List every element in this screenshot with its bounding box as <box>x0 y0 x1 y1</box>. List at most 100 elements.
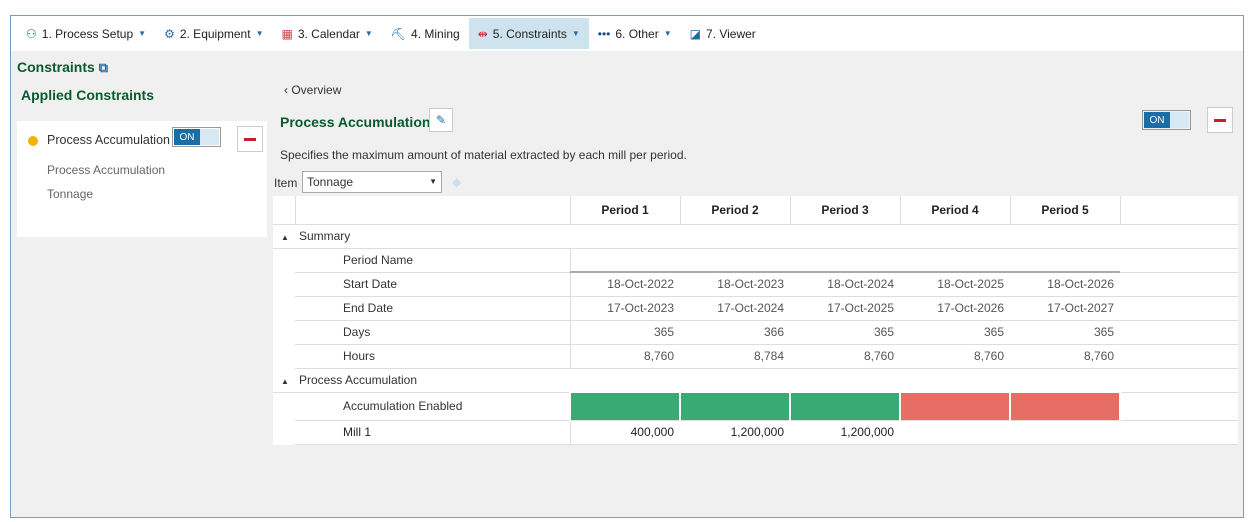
toolbar-item-label: 1. Process Setup <box>41 26 134 41</box>
cell: 8,784 <box>680 344 790 369</box>
cell: 17-Oct-2027 <box>1010 296 1120 321</box>
cell: 8,760 <box>1010 344 1120 369</box>
period-header: Period 3 <box>790 196 901 225</box>
enabled-cell[interactable] <box>789 391 901 421</box>
mill-value-cell[interactable]: 1,200,000 <box>680 420 790 445</box>
cell: 365 <box>570 320 680 345</box>
toggle-on-label: ON <box>1144 112 1170 128</box>
mill-value-cell[interactable]: 400,000 <box>570 420 680 445</box>
main-toggle[interactable]: ON <box>1142 110 1191 130</box>
row-label: Start Date <box>295 272 571 297</box>
toolbar-item-label: 2. Equipment <box>179 26 251 41</box>
table-row: Hours 8,760 8,784 8,760 8,760 8,760 <box>273 344 1238 369</box>
row-label: Days <box>295 320 571 345</box>
remove-constraint-button[interactable] <box>237 126 263 152</box>
period-header: Period 1 <box>570 196 681 225</box>
toolbar-item-calendar[interactable]: ▦ 3. Calendar ▼ <box>272 18 381 49</box>
viewer-icon: ◪ <box>689 26 701 41</box>
toolbar-item-viewer[interactable]: ◪ 7. Viewer <box>681 18 765 49</box>
period-header: Period 5 <box>1010 196 1121 225</box>
constraint-detail: Tonnage <box>47 187 94 201</box>
constraint-table: Period 1 Period 2 Period 3 Period 4 Period 5… <box>273 196 1238 445</box>
toolbar-item-other[interactable]: ••• 6. Other ▼ <box>589 18 681 49</box>
cell: 18-Oct-2026 <box>1010 271 1120 297</box>
item-label: Item <box>274 176 298 190</box>
cell: 366 <box>680 320 790 345</box>
toolbar-item-equipment[interactable]: ⚙ 2. Equipment ▼ <box>155 18 272 49</box>
group-header[interactable]: ▲ Summary <box>273 224 1238 249</box>
sidebar-title: Constraints ⧉ <box>17 59 108 75</box>
mill-value-cell[interactable] <box>1010 420 1120 445</box>
table-row: End Date 17-Oct-2023 17-Oct-2024 17-Oct-202… <box>273 296 1238 321</box>
mill-value-cell[interactable]: 1,200,000 <box>790 420 900 445</box>
caret-down-icon: ▼ <box>663 29 672 38</box>
caret-down-icon: ▼ <box>138 29 147 38</box>
page-title: Process Accumulation <box>280 114 431 130</box>
toolbar: ⚇ 1. Process Setup ▼ ⚙ 2. Equipment ▼ ▦ 3. Cale… <box>11 16 1243 51</box>
cell: 8,760 <box>570 344 680 369</box>
external-link-icon[interactable]: ⧉ <box>98 60 108 75</box>
cell: 8,760 <box>790 344 900 369</box>
table-row: Start Date 18-Oct-2022 18-Oct-2023 18-Oct-2… <box>273 271 1238 297</box>
mill-value-cell[interactable] <box>900 420 1010 445</box>
constraint-name: Process Accumulation <box>47 133 170 147</box>
toolbar-item-constraints[interactable]: ⇹ 5. Constraints ▼ <box>468 18 589 49</box>
toolbar-item-label: 6. Other <box>615 26 659 41</box>
cell: 17-Oct-2025 <box>790 296 900 321</box>
description: Specifies the maximum amount of material… <box>280 148 687 162</box>
group-header[interactable]: ▲ Process Accumulation <box>273 368 1238 393</box>
row-label: Accumulation Enabled <box>295 392 571 421</box>
minus-icon <box>1214 118 1226 122</box>
process-setup-icon: ⚇ <box>26 26 37 41</box>
period-header: Period 4 <box>900 196 1011 225</box>
row-label: Mill 1 <box>295 420 571 445</box>
chevron-down-icon: ▼ <box>429 177 437 186</box>
pencil-icon: ✎ <box>435 113 447 127</box>
collapse-icon: ▲ <box>281 376 289 386</box>
cell: 18-Oct-2024 <box>790 271 900 297</box>
cell: 18-Oct-2022 <box>570 271 680 297</box>
overview-link[interactable]: ‹ Overview <box>284 83 342 97</box>
cell <box>680 248 790 273</box>
constraint-card[interactable]: Process Accumulation ON Process Accumula… <box>17 121 267 237</box>
remove-button[interactable] <box>1207 107 1233 133</box>
caret-down-icon: ▼ <box>255 29 264 38</box>
toolbar-item-label: 5. Constraints <box>492 26 567 41</box>
equipment-icon: ⚙ <box>164 26 175 41</box>
caret-down-icon: ▼ <box>364 29 373 38</box>
table-row: Accumulation Enabled <box>273 391 1238 421</box>
group-label: Summary <box>298 229 351 243</box>
period-header: Period 2 <box>680 196 791 225</box>
edit-button[interactable]: ✎ <box>429 108 453 132</box>
cell: 8,760 <box>900 344 1010 369</box>
cell <box>570 248 680 273</box>
eraser-icon[interactable]: ◆ <box>452 175 462 189</box>
toolbar-item-mining[interactable]: ⛏ 4. Mining <box>382 18 469 49</box>
item-select[interactable]: Tonnage ▼ <box>302 171 442 193</box>
row-label: Hours <box>295 344 571 369</box>
cell <box>900 248 1010 273</box>
toolbar-item-process-setup[interactable]: ⚇ 1. Process Setup ▼ <box>17 18 155 49</box>
caret-down-icon: ▼ <box>571 29 580 38</box>
applied-constraints-heading: Applied Constraints <box>21 87 155 103</box>
table-row: Mill 1 400,000 1,200,000 1,200,000 <box>273 420 1238 445</box>
more-icon: ••• <box>597 26 611 41</box>
toggle-on-label: ON <box>174 129 200 145</box>
disabled-cell[interactable] <box>899 391 1011 421</box>
enabled-cell[interactable] <box>569 391 681 421</box>
cell: 17-Oct-2023 <box>570 296 680 321</box>
enabled-cell[interactable] <box>679 391 791 421</box>
toolbar-item-label: 4. Mining <box>411 26 460 41</box>
cell: 17-Oct-2024 <box>680 296 790 321</box>
constraint-toggle[interactable]: ON <box>172 127 221 147</box>
cell: 365 <box>900 320 1010 345</box>
cell: 18-Oct-2025 <box>900 271 1010 297</box>
collapse-icon: ▲ <box>281 233 289 242</box>
cell <box>1010 248 1120 273</box>
disabled-cell[interactable] <box>1009 391 1121 421</box>
cell <box>790 248 900 273</box>
row-label: End Date <box>295 296 571 321</box>
status-dot-icon <box>28 136 38 146</box>
constraint-detail: Process Accumulation <box>47 163 166 177</box>
app-window: ⚇ 1. Process Setup ▼ ⚙ 2. Equipment ▼ ▦ 3. Cale… <box>10 15 1244 518</box>
